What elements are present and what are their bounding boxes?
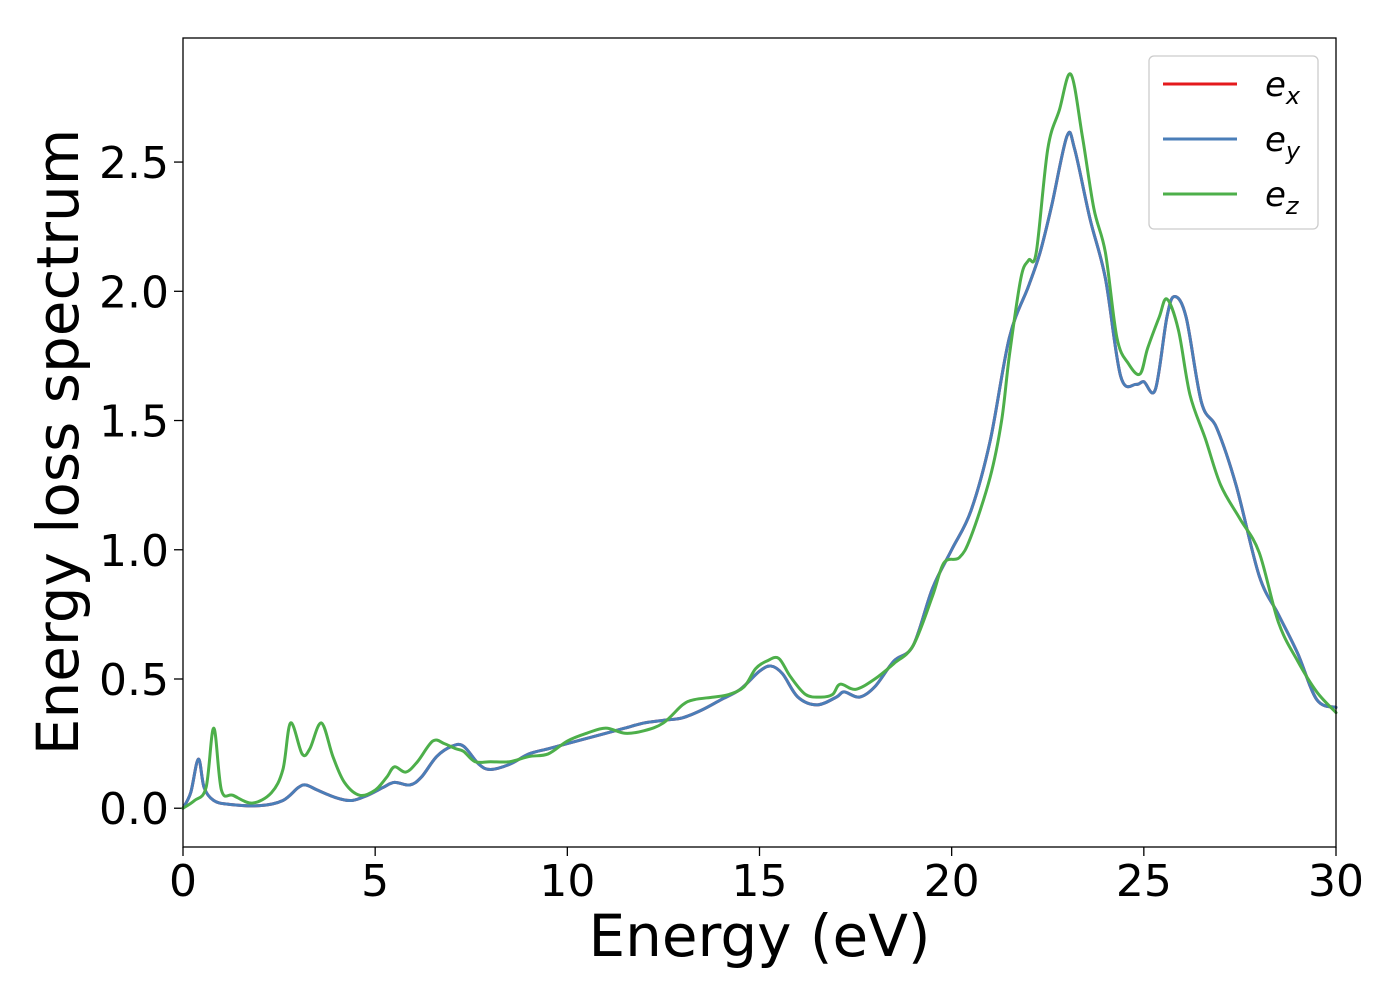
- series-line-y: [181, 130, 1338, 810]
- x-tick-label: 20: [924, 856, 980, 907]
- y-axis-ticks: 0.0 0.5 1.0 1.5 2.0 2.5: [99, 138, 183, 835]
- x-tick-label: 10: [539, 856, 595, 907]
- x-tick-label: 30: [1308, 856, 1364, 907]
- plot-area-frame: [182, 37, 1337, 848]
- x-axis-title: Energy (eV): [588, 902, 930, 970]
- y-tick-label: 0.0: [99, 784, 169, 835]
- plot-series: [181, 72, 1338, 810]
- y-tick-label: 1.5: [99, 397, 169, 448]
- x-tick-label: 5: [361, 856, 389, 907]
- y-tick-label: 2.0: [99, 267, 169, 318]
- x-axis-ticks: 0 5 10 15 20 25 30: [169, 847, 1364, 907]
- x-tick-label: 15: [732, 856, 788, 907]
- y-tick-label: 2.5: [99, 138, 169, 189]
- x-tick-label: 25: [1116, 856, 1172, 907]
- legend-box: [1148, 55, 1319, 230]
- series-line-z: [181, 72, 1338, 810]
- x-tick-label: 0: [169, 856, 197, 907]
- y-tick-label: 1.0: [99, 526, 169, 577]
- y-tick-label: 0.5: [99, 655, 169, 706]
- series-line-x: [181, 130, 1338, 810]
- y-axis-title: Energy loss spectrum: [24, 129, 92, 755]
